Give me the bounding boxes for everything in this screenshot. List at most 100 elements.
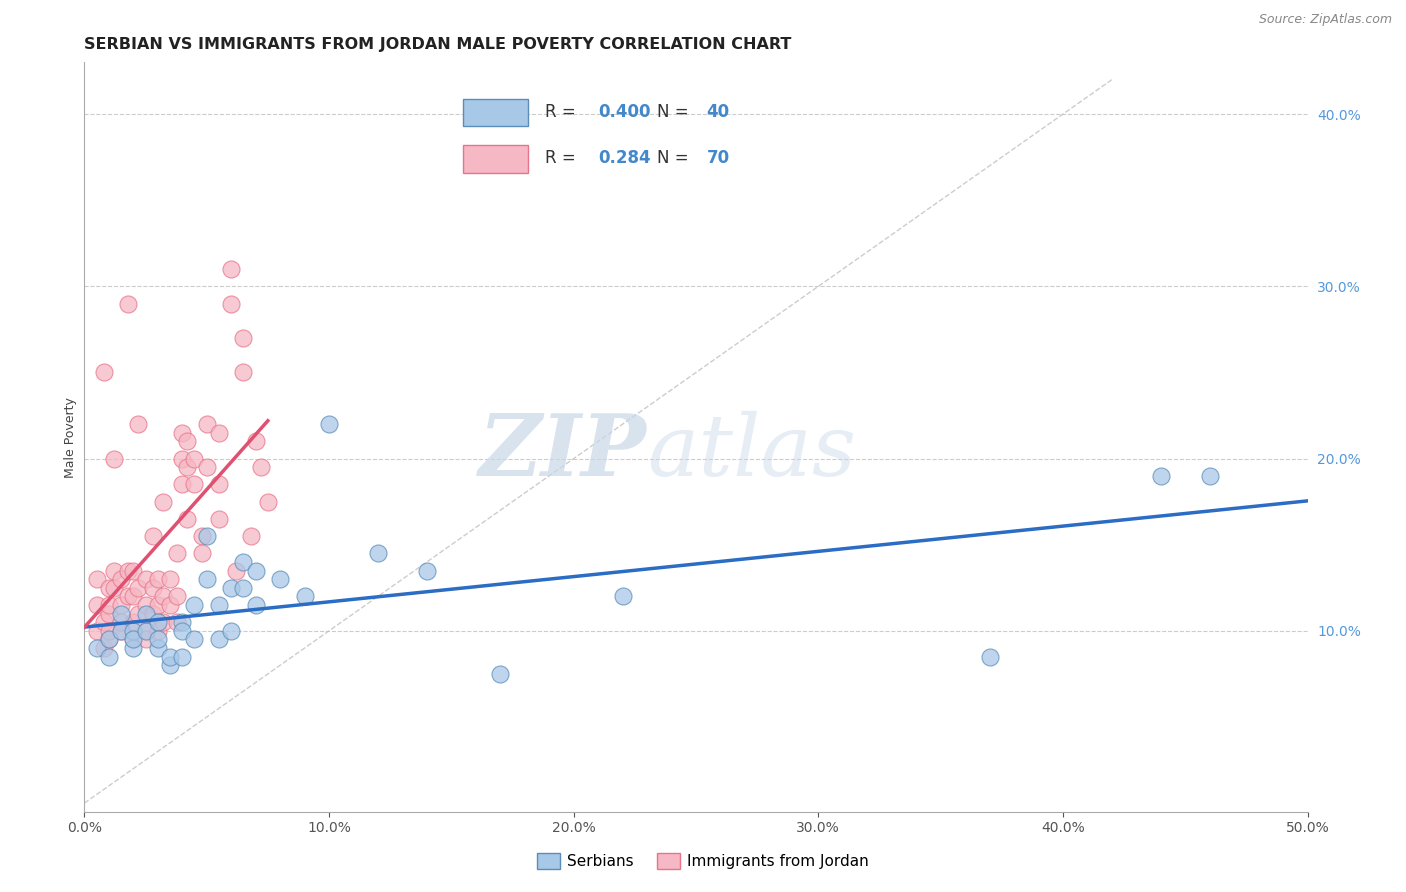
Point xyxy=(103,564,125,578)
Point xyxy=(127,581,149,595)
Point xyxy=(172,649,194,664)
Text: atlas: atlas xyxy=(647,410,856,493)
Point xyxy=(294,590,316,604)
Point xyxy=(416,564,439,578)
Point xyxy=(612,590,634,604)
Point xyxy=(117,564,139,578)
Point xyxy=(93,641,115,656)
Point xyxy=(219,624,242,638)
Point xyxy=(86,572,108,586)
Point xyxy=(232,366,254,380)
Point xyxy=(146,632,169,647)
Point xyxy=(245,564,267,578)
Point xyxy=(135,624,157,638)
Point xyxy=(191,546,214,560)
Point xyxy=(183,477,205,491)
Point xyxy=(122,624,145,638)
Text: ZIP: ZIP xyxy=(479,410,647,494)
Y-axis label: Male Poverty: Male Poverty xyxy=(65,397,77,477)
Point xyxy=(191,529,214,543)
Point xyxy=(225,564,247,578)
Point xyxy=(166,546,188,560)
Point xyxy=(146,572,169,586)
Point xyxy=(1150,468,1173,483)
Point xyxy=(195,460,218,475)
Point xyxy=(176,434,198,449)
Point xyxy=(1198,468,1220,483)
Point xyxy=(166,590,188,604)
Point xyxy=(172,425,194,440)
Point xyxy=(232,555,254,569)
Point xyxy=(245,434,267,449)
Point xyxy=(219,296,242,310)
Point xyxy=(86,598,108,612)
Point xyxy=(142,529,165,543)
Point xyxy=(152,615,174,630)
Point xyxy=(110,607,132,621)
Point xyxy=(122,615,145,630)
Point xyxy=(110,598,132,612)
Point xyxy=(152,494,174,508)
Point xyxy=(103,451,125,466)
Point xyxy=(97,632,120,647)
Point xyxy=(146,598,169,612)
Point xyxy=(489,667,512,681)
Point xyxy=(110,615,132,630)
Point xyxy=(146,641,169,656)
Point xyxy=(122,632,145,647)
Point xyxy=(159,658,181,673)
Point xyxy=(93,615,115,630)
Point xyxy=(135,607,157,621)
Point xyxy=(172,624,194,638)
Point xyxy=(208,512,231,526)
Point xyxy=(208,425,231,440)
Point xyxy=(110,624,132,638)
Point xyxy=(97,632,120,647)
Point xyxy=(146,624,169,638)
Point xyxy=(127,417,149,432)
Point xyxy=(117,590,139,604)
Point xyxy=(183,632,205,647)
Point xyxy=(195,417,218,432)
Point xyxy=(195,572,218,586)
Point xyxy=(232,581,254,595)
Point xyxy=(135,572,157,586)
Point xyxy=(239,529,262,543)
Point xyxy=(183,451,205,466)
Point xyxy=(245,598,267,612)
Point xyxy=(249,460,271,475)
Point xyxy=(97,649,120,664)
Point xyxy=(142,581,165,595)
Point xyxy=(159,598,181,612)
Point xyxy=(146,615,169,630)
Point xyxy=(135,624,157,638)
Point xyxy=(172,477,194,491)
Legend: Serbians, Immigrants from Jordan: Serbians, Immigrants from Jordan xyxy=(530,847,876,875)
Point xyxy=(318,417,340,432)
Point xyxy=(122,641,145,656)
Point xyxy=(208,477,231,491)
Point xyxy=(208,598,231,612)
Point xyxy=(110,624,132,638)
Point xyxy=(117,296,139,310)
Point xyxy=(135,598,157,612)
Point xyxy=(97,598,120,612)
Text: SERBIAN VS IMMIGRANTS FROM JORDAN MALE POVERTY CORRELATION CHART: SERBIAN VS IMMIGRANTS FROM JORDAN MALE P… xyxy=(84,37,792,52)
Point xyxy=(103,581,125,595)
Point xyxy=(93,366,115,380)
Point xyxy=(367,546,389,560)
Point xyxy=(172,615,194,630)
Point xyxy=(122,632,145,647)
Point xyxy=(176,460,198,475)
Point xyxy=(979,649,1001,664)
Point xyxy=(195,529,218,543)
Point xyxy=(152,590,174,604)
Point xyxy=(122,564,145,578)
Point xyxy=(159,572,181,586)
Point xyxy=(135,632,157,647)
Point xyxy=(219,262,242,277)
Point xyxy=(97,607,120,621)
Point xyxy=(127,607,149,621)
Point xyxy=(142,607,165,621)
Point xyxy=(208,632,231,647)
